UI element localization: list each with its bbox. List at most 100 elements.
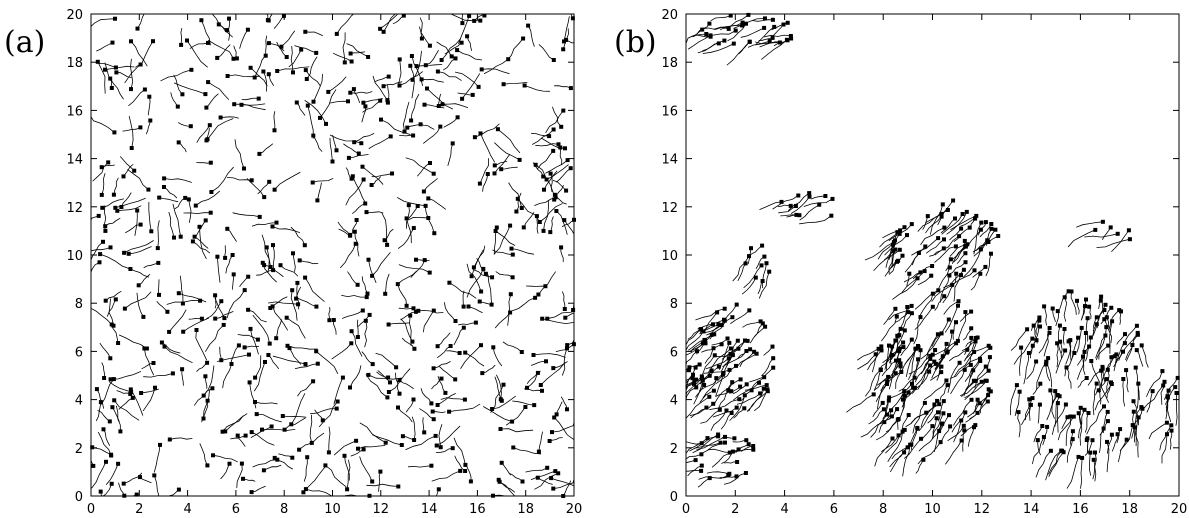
particle-head [907, 271, 912, 276]
particle-head [121, 481, 126, 486]
particle-head [972, 268, 977, 273]
particle-head [162, 176, 167, 181]
particle-head [545, 465, 550, 470]
particle-head [247, 380, 252, 385]
particle-head [101, 239, 105, 244]
particle-head [906, 390, 911, 395]
particle-trail [398, 307, 414, 310]
particle-trail [726, 41, 751, 66]
particle-trail [1098, 389, 1102, 405]
particle-head [1165, 394, 1170, 399]
particle-head [559, 245, 564, 250]
particle-trail [553, 417, 574, 440]
particle-head [215, 55, 220, 60]
particle-trail [898, 377, 915, 392]
particle-head [950, 282, 955, 287]
particle-head [416, 308, 421, 313]
particle-trail [157, 220, 160, 249]
particle-head [514, 209, 519, 214]
particle-trail [471, 249, 484, 277]
particle-trail [720, 22, 743, 31]
particle-head [726, 388, 731, 393]
particle-head [94, 387, 99, 392]
particle-trail [384, 273, 390, 295]
particle-trail [1035, 450, 1052, 478]
particle-trail [1065, 416, 1072, 446]
particle-trail [228, 18, 231, 41]
particle-head [159, 340, 164, 345]
particle-trail [217, 256, 221, 283]
particle-head [521, 225, 526, 230]
particle-trail [98, 431, 112, 456]
particle-head [979, 379, 984, 384]
particle-head [297, 447, 302, 452]
particle-trail [1059, 290, 1069, 310]
particle-trail [883, 308, 896, 325]
particle-trail [1094, 383, 1113, 411]
particle-trail [1164, 377, 1179, 400]
particle-head [788, 203, 793, 208]
particle-trail [1161, 433, 1168, 464]
particle-trail [449, 282, 477, 299]
particle-head [449, 54, 454, 59]
particle-trail [917, 365, 931, 390]
particle-trail [532, 162, 544, 177]
particle-head [561, 47, 566, 52]
x-tick-label: 10 [924, 502, 941, 517]
particle-head [890, 344, 895, 349]
particle-trail [113, 399, 140, 421]
particle-trail [764, 34, 792, 38]
particle-trail [706, 471, 730, 475]
particle-head [242, 166, 246, 171]
particle-trail [194, 387, 213, 406]
particle-trail [130, 40, 148, 67]
particle-trail [466, 263, 482, 292]
particle-head [181, 329, 186, 334]
particle-head [938, 440, 943, 445]
particle-head [252, 75, 257, 80]
particle-head [941, 246, 946, 251]
particle-head [436, 487, 441, 492]
particle-trail [901, 270, 925, 293]
particle-trail [1078, 407, 1082, 427]
particle-head [408, 313, 413, 318]
particle-trail [103, 428, 110, 446]
particle-trail [1059, 341, 1063, 359]
particle-head [326, 89, 331, 94]
particle-trail [383, 13, 400, 33]
particle-head [130, 395, 135, 400]
particle-trail [1146, 370, 1163, 397]
particle-head [707, 21, 712, 26]
particle-head [1082, 349, 1087, 354]
particle-trail [118, 482, 125, 497]
particle-head [366, 257, 371, 262]
particle-head [556, 471, 561, 476]
particle-trail [127, 169, 149, 190]
particle-head [1136, 415, 1141, 420]
particle-trail [406, 218, 412, 244]
particle-trail [892, 277, 918, 300]
particle-head [928, 354, 933, 358]
particle-trail [1137, 383, 1139, 409]
particle-trail [1109, 309, 1120, 328]
particle-head [101, 427, 106, 432]
particle-head [1084, 297, 1088, 302]
particle-trail [531, 132, 550, 137]
particle-trail [405, 435, 436, 450]
particle-head [890, 436, 895, 441]
particle-trail [926, 239, 945, 254]
particle-trail [222, 363, 232, 389]
particle-trail [274, 172, 301, 191]
particle-head [432, 231, 437, 236]
particle-head [947, 413, 951, 418]
particle-head [898, 326, 903, 331]
particle-trail [364, 320, 368, 348]
particle-head [758, 391, 763, 396]
particle-head [959, 273, 963, 278]
particle-head [796, 193, 801, 198]
particle-trail [969, 360, 981, 380]
x-tick-label: 18 [517, 502, 534, 517]
particle-head [176, 291, 181, 296]
particle-head [291, 251, 295, 256]
particle-trail [476, 258, 487, 275]
